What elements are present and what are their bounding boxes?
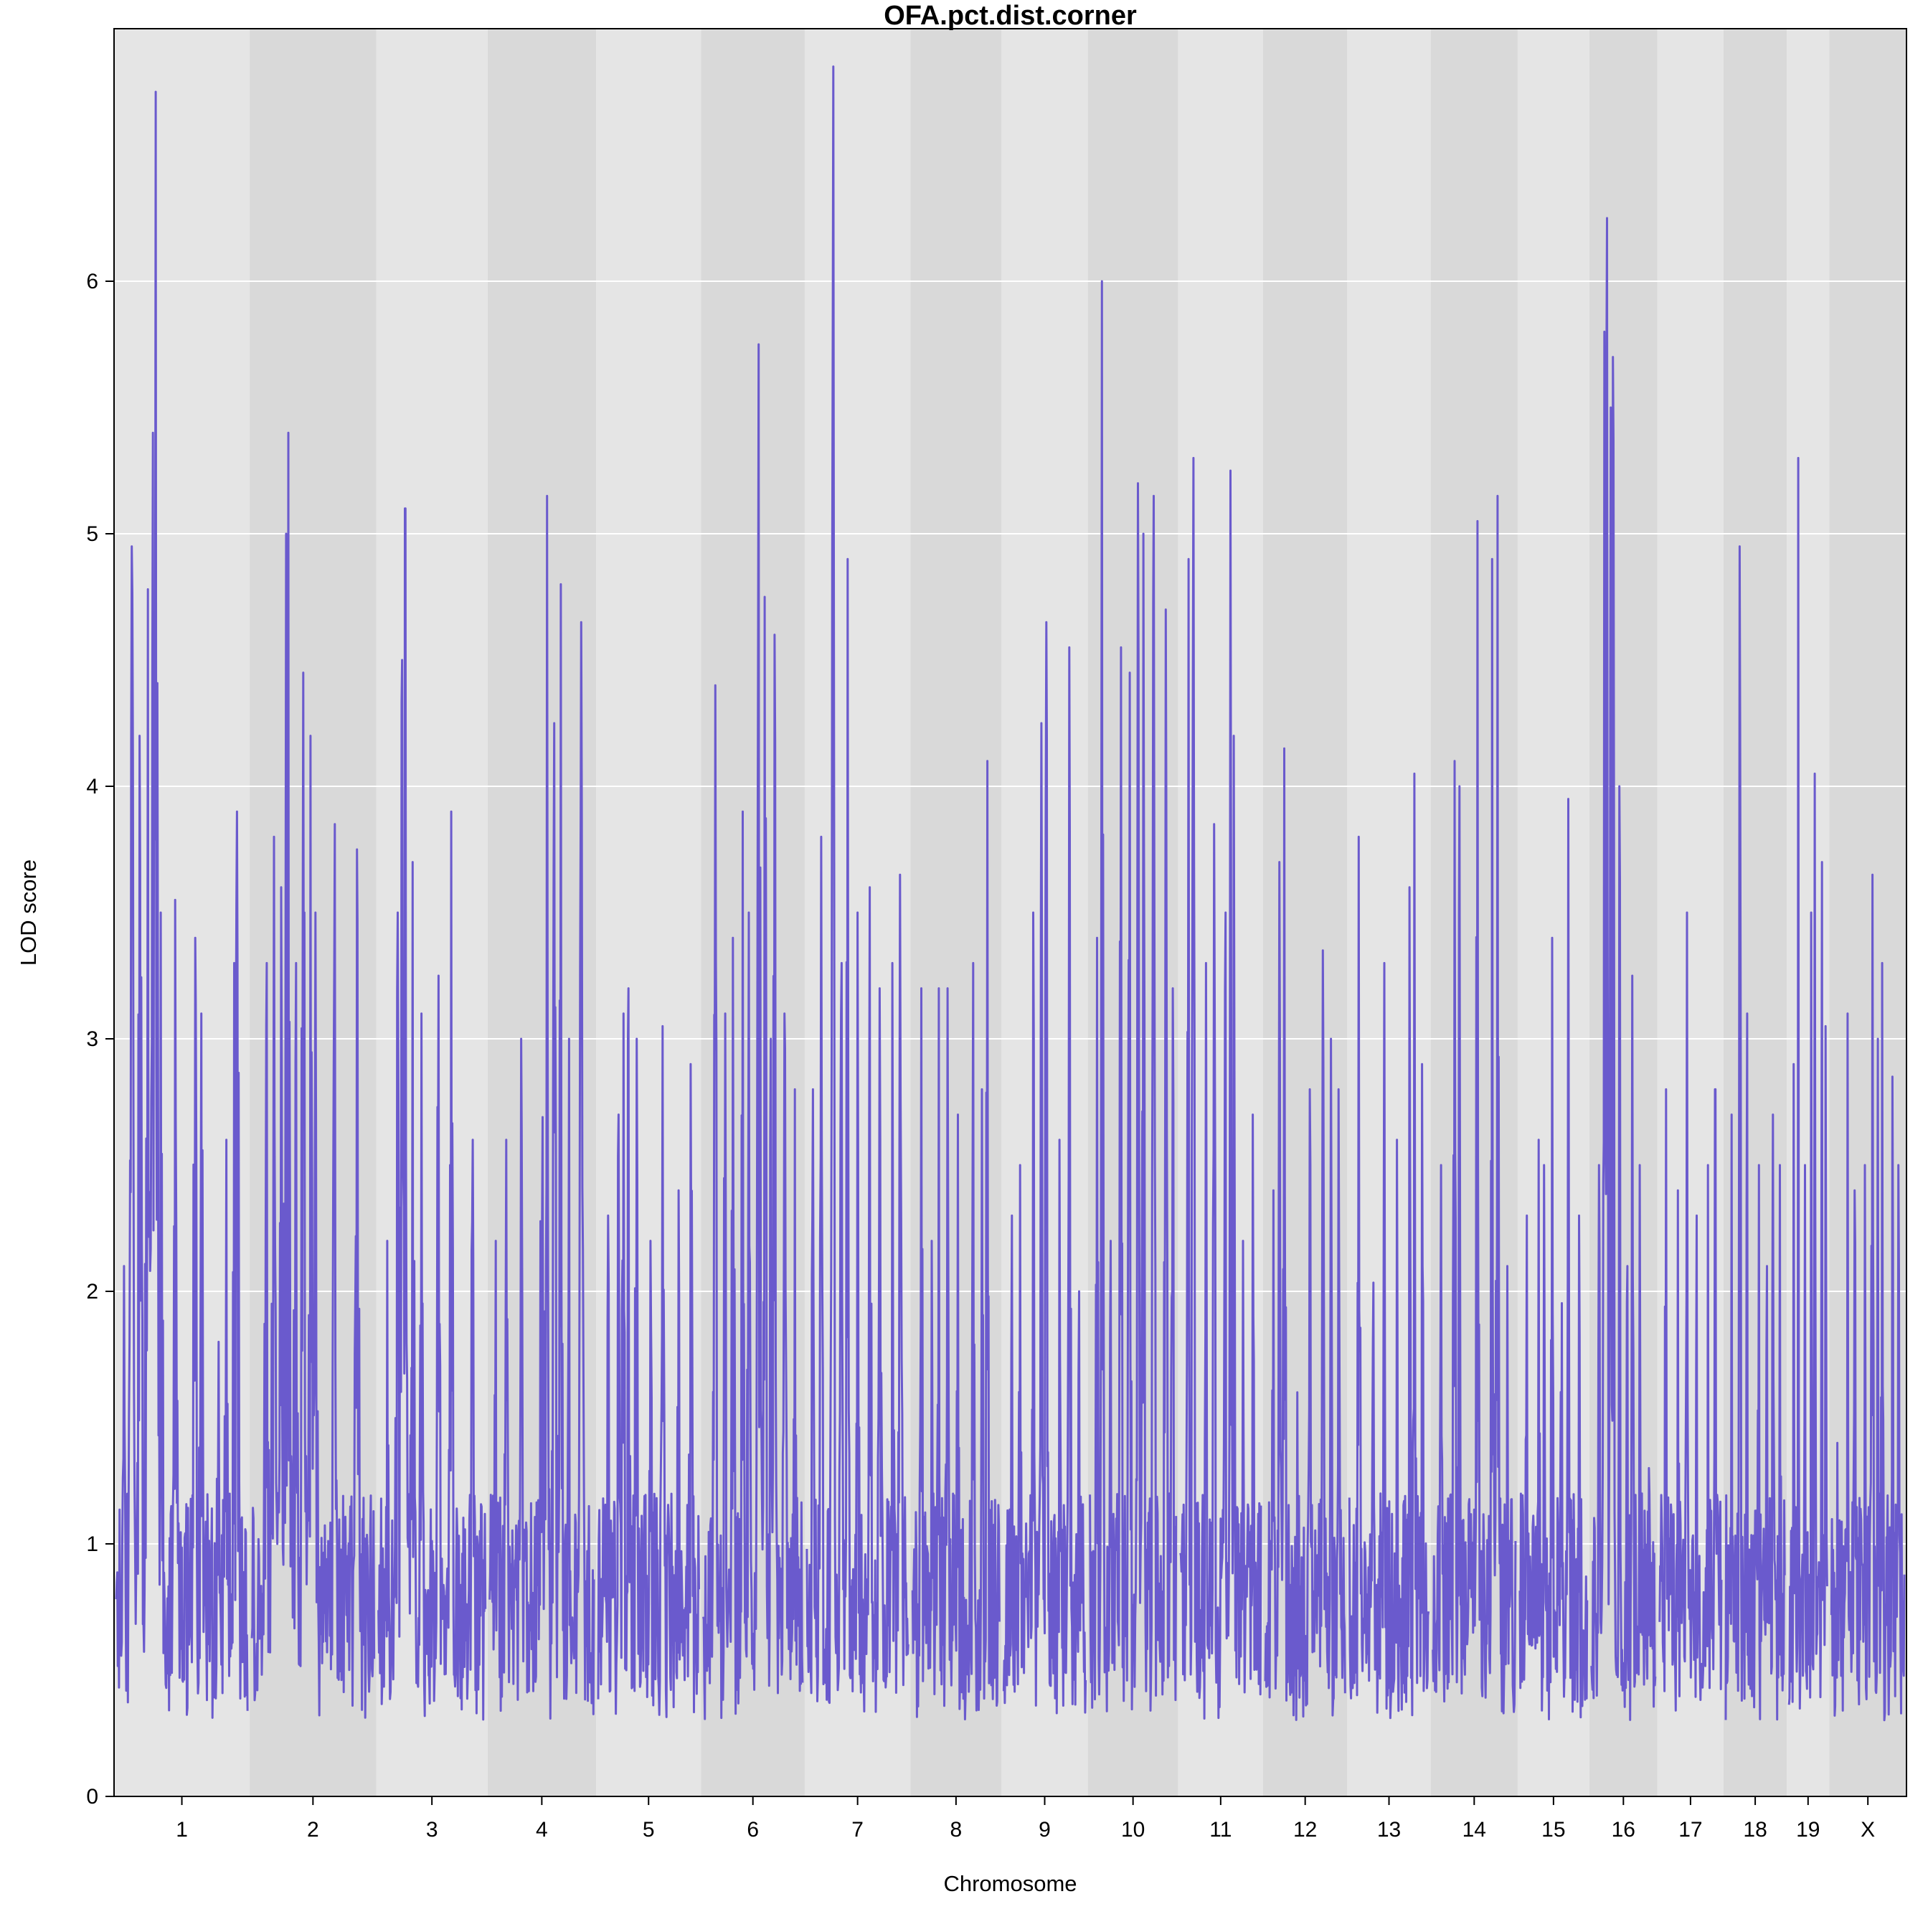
x-tick-label: 6: [747, 1818, 759, 1842]
y-axis-label: LOD score: [16, 859, 41, 966]
lod-line-chr-18: [1724, 545, 1786, 1721]
x-tick-label: X: [1861, 1818, 1875, 1842]
lod-line-chr-9: [1002, 621, 1087, 1715]
x-tick-label: 5: [643, 1818, 655, 1842]
x-tick-label: 8: [950, 1818, 963, 1842]
plot-frame: [113, 28, 1907, 1797]
lod-line-chr-1: [115, 90, 249, 1719]
x-tick-label: 19: [1796, 1818, 1820, 1842]
x-tick-label: 18: [1743, 1818, 1767, 1842]
lod-line-chr-16: [1590, 217, 1657, 1721]
x-tick-label: 7: [851, 1818, 864, 1842]
lod-line-chr-15: [1518, 798, 1589, 1720]
y-tick-label: 4: [86, 775, 98, 798]
lod-series: [115, 65, 1906, 1722]
x-tick-label: 17: [1678, 1818, 1702, 1842]
x-axis-ticks: 1 2 3 4 5 6 7 8 9 10 11 12 13 14 15 16 17 18 19 X: [176, 1796, 1875, 1842]
lod-line-chr-2: [250, 431, 376, 1719]
x-tick-label: 11: [1209, 1818, 1232, 1842]
x-tick-label: 12: [1293, 1818, 1317, 1842]
x-tick-label: 9: [1039, 1818, 1051, 1842]
y-tick-label: 3: [86, 1027, 98, 1051]
lod-line-chr-4: [488, 494, 595, 1720]
lod-line-chr-11: [1179, 456, 1262, 1720]
y-tick-label: 5: [86, 522, 98, 546]
lod-line-chr-19: [1787, 456, 1828, 1710]
lod-line-chr-7: [805, 65, 909, 1713]
y-tick-label: 0: [86, 1785, 98, 1809]
chromosome-band-14: [1430, 29, 1518, 1796]
x-axis-label: Chromosome: [943, 1871, 1077, 1896]
lod-line-chr-5: [597, 987, 700, 1718]
lod-line-chr-6: [702, 343, 804, 1720]
lod-line-chr-14: [1432, 494, 1517, 1715]
x-tick-label: 3: [426, 1818, 438, 1842]
y-tick-label: 6: [86, 270, 98, 293]
lod-line-chr-8: [911, 760, 1001, 1720]
x-tick-label: 1: [176, 1818, 188, 1842]
lod-line-chr-17: [1658, 911, 1723, 1712]
x-tick-label: 10: [1121, 1818, 1145, 1842]
lod-line-chr-10: [1089, 280, 1178, 1712]
x-tick-label: 15: [1541, 1818, 1565, 1842]
chart-title: OFA.pct.dist.corner: [884, 1, 1137, 31]
y-tick-label: 1: [86, 1532, 98, 1556]
lod-line-chr-3: [377, 507, 487, 1721]
lod-line-chr-12: [1264, 747, 1346, 1721]
x-tick-label: 14: [1462, 1818, 1486, 1842]
x-tick-label: 13: [1377, 1818, 1401, 1842]
y-tick-label: 2: [86, 1280, 98, 1304]
x-tick-label: 16: [1612, 1818, 1635, 1842]
x-tick-label: 4: [536, 1818, 548, 1842]
lod-line-chr-13: [1348, 772, 1430, 1720]
y-axis-ticks: 0 1 2 3 4 5 6: [86, 270, 114, 1809]
chromosome-band-18: [1723, 29, 1787, 1796]
lod-line-chr-X: [1830, 873, 1906, 1722]
x-tick-label: 2: [307, 1818, 319, 1842]
